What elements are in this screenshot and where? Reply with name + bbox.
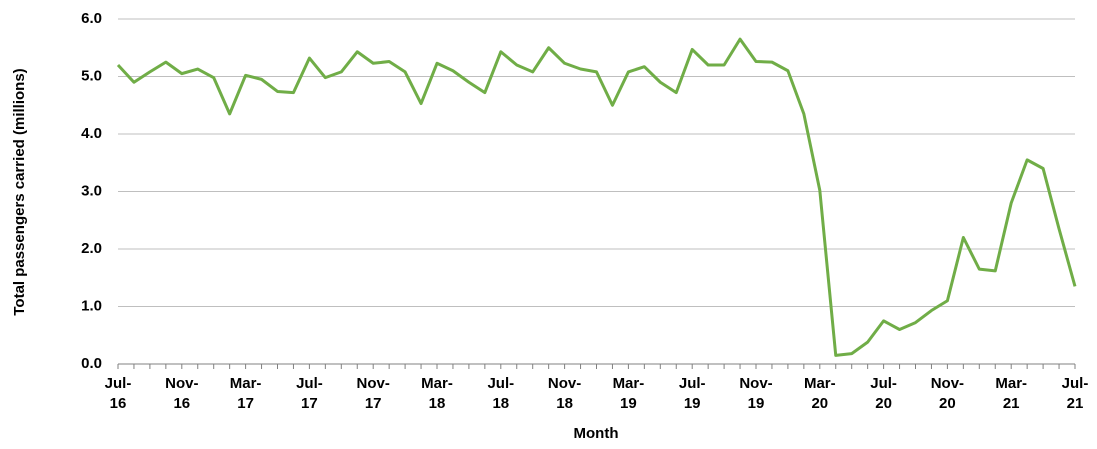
x-tick-label: Mar-21 — [995, 375, 1027, 412]
y-tick-label: 0.0 — [81, 355, 102, 372]
x-tick-label: Jul-19 — [679, 375, 706, 412]
x-tick-label: Nov-16 — [165, 375, 198, 412]
x-axis-title: Month — [574, 425, 619, 442]
y-axis-title: Total passengers carried (millions) — [11, 68, 28, 315]
x-tick-label: Mar-19 — [613, 375, 645, 412]
x-tick-label: Jul-16 — [105, 375, 132, 412]
y-tick-label: 4.0 — [81, 125, 102, 142]
x-tick-label: Nov-18 — [548, 375, 581, 412]
x-tick-label: Nov-19 — [739, 375, 772, 412]
x-tick-label: Jul-18 — [487, 375, 514, 412]
x-tick-label: Jul-20 — [870, 375, 897, 412]
x-tick-label: Mar-20 — [804, 375, 836, 412]
y-tick-label: 3.0 — [81, 182, 102, 199]
x-tick-label: Nov-17 — [357, 375, 390, 412]
data-line — [116, 37, 1077, 357]
y-tick-label: 2.0 — [81, 240, 102, 257]
x-tick-label: Jul-21 — [1062, 375, 1089, 412]
y-tick-label: 6.0 — [81, 10, 102, 27]
y-tick-label: 5.0 — [81, 67, 102, 84]
x-tick-label: Mar-17 — [230, 375, 262, 412]
x-tick-label: Mar-18 — [421, 375, 453, 412]
x-tick-label: Nov-20 — [931, 375, 964, 412]
x-tick-label: Jul-17 — [296, 375, 323, 412]
y-tick-label: 1.0 — [81, 297, 102, 314]
